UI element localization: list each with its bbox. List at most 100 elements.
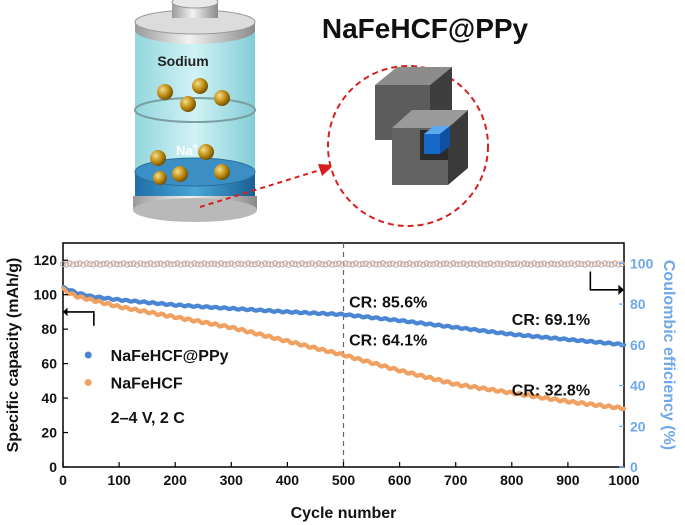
data-point xyxy=(174,260,181,266)
y-axis-label-right: Coulombic efficiency (%) xyxy=(660,260,677,450)
data-point xyxy=(571,261,578,268)
data-point xyxy=(63,261,70,268)
data-point xyxy=(500,261,507,268)
data-point xyxy=(507,261,514,268)
x-axis-ticks: 0 100 200 300 400 500 600 700 800 900 1000 xyxy=(59,462,640,488)
figure-title: NaFeHCF@PPy xyxy=(322,13,529,44)
data-point xyxy=(238,260,245,267)
series-bare-ce xyxy=(60,260,625,268)
data-point xyxy=(325,260,332,266)
data-point xyxy=(433,260,440,266)
data-point xyxy=(484,261,490,267)
data-point xyxy=(164,260,171,266)
data-point xyxy=(426,261,433,267)
data-point xyxy=(558,260,565,266)
data-point xyxy=(288,260,295,267)
y-left-tick-label: 120 xyxy=(34,252,58,268)
data-point xyxy=(538,260,544,267)
data-point xyxy=(73,260,80,267)
data-point xyxy=(329,261,336,268)
data-point xyxy=(204,261,211,268)
data-point xyxy=(332,260,339,267)
data-point xyxy=(208,260,214,267)
data-point xyxy=(120,260,127,266)
data-point xyxy=(299,260,305,266)
data-point xyxy=(268,261,275,268)
data-point xyxy=(602,260,608,267)
data-point xyxy=(60,260,66,267)
data-point xyxy=(177,261,184,268)
data-point xyxy=(97,261,103,268)
x-tick-label: 300 xyxy=(220,472,244,488)
zoom-arrow xyxy=(199,169,321,208)
data-point xyxy=(191,260,198,266)
data-point xyxy=(150,261,157,268)
data-point xyxy=(134,261,140,268)
data-point xyxy=(339,261,346,268)
data-point xyxy=(534,261,541,268)
data-point xyxy=(467,260,474,267)
data-point xyxy=(443,260,450,267)
data-point xyxy=(463,261,470,268)
data-point xyxy=(423,260,430,266)
data-point xyxy=(255,260,262,266)
data-point xyxy=(379,260,386,266)
data-point xyxy=(376,261,383,268)
data-point xyxy=(544,261,551,268)
annotation-cr-bare-1000: CR: 32.8% xyxy=(512,382,590,399)
legend-label-ppy: NaFeHCF@PPy xyxy=(111,348,229,365)
y-axis-label-left: Specific capacity (mAh/g) xyxy=(5,258,22,453)
test-conditions: 2–4 V, 2 C xyxy=(111,410,186,427)
data-point xyxy=(312,261,319,268)
legend-label-bare: NaFeHCF xyxy=(111,376,183,393)
y-left-tick-label: 40 xyxy=(41,390,57,406)
data-point xyxy=(621,406,627,411)
x-tick-label: 0 xyxy=(59,472,67,488)
x-tick-label: 400 xyxy=(276,472,300,488)
data-point xyxy=(581,261,588,268)
data-point xyxy=(187,261,194,268)
data-point xyxy=(561,261,568,268)
legend-marker-bare xyxy=(84,379,92,387)
data-point xyxy=(137,260,144,266)
data-point xyxy=(110,260,117,266)
y-left-tick-label: 100 xyxy=(34,287,58,303)
particle-zoom-circle xyxy=(327,65,489,227)
data-point xyxy=(235,260,241,267)
data-point xyxy=(157,260,164,267)
annotation-cr-ppy-500: CR: 85.6% xyxy=(349,295,427,312)
data-point xyxy=(245,260,251,266)
data-point xyxy=(490,261,497,268)
data-point xyxy=(598,261,605,268)
data-point xyxy=(413,260,420,267)
data-point xyxy=(181,260,188,267)
data-point xyxy=(403,261,410,268)
data-point xyxy=(565,260,571,267)
data-point xyxy=(393,261,400,268)
data-point xyxy=(612,260,618,266)
data-point xyxy=(70,261,76,268)
battery-illustration: Sodium Na+ xyxy=(133,0,334,222)
data-point xyxy=(184,260,191,267)
data-point xyxy=(265,260,272,267)
data-point xyxy=(420,261,427,268)
data-point xyxy=(470,260,477,267)
x-tick-label: 900 xyxy=(556,472,580,488)
x-tick-label: 700 xyxy=(444,472,468,488)
data-point xyxy=(568,260,575,267)
y-right-tick-label: 20 xyxy=(630,418,646,434)
data-point xyxy=(410,261,416,268)
data-point xyxy=(369,260,376,266)
data-point xyxy=(450,260,457,266)
data-point xyxy=(457,261,464,267)
data-point xyxy=(396,260,403,266)
annotation-cr-ppy-1000: CR: 69.1% xyxy=(512,312,590,329)
data-point xyxy=(386,260,393,267)
data-point xyxy=(480,261,487,268)
data-point xyxy=(336,260,342,267)
data-point xyxy=(524,260,531,267)
data-point xyxy=(319,260,326,267)
data-point xyxy=(275,261,282,268)
data-point xyxy=(127,260,134,267)
